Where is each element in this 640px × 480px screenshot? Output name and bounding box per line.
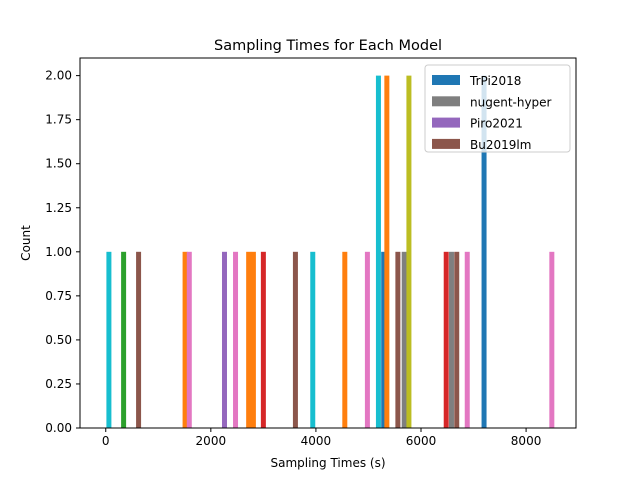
histogram-bar [221, 251, 227, 428]
histogram-bar [375, 75, 381, 429]
legend-box [424, 64, 571, 153]
histogram-bar [121, 251, 127, 428]
histogram-bar [246, 251, 252, 428]
y-tick-label: 0.00 [45, 421, 72, 435]
y-tick-label: 0.50 [45, 333, 72, 347]
histogram-bar [395, 251, 401, 428]
x-tick-label: 2000 [196, 434, 227, 448]
histogram-bar [443, 251, 449, 428]
legend-swatch [432, 96, 460, 107]
y-axis-label: Count [19, 225, 33, 261]
legend-label: Bu2019lm [470, 138, 531, 152]
legend-label: TrPi2018 [469, 74, 521, 88]
legend-swatch [432, 75, 460, 85]
histogram-bar [106, 251, 112, 428]
y-tick-label: 2.00 [45, 69, 72, 83]
bars-group [106, 75, 555, 429]
x-tick-label: 0 [102, 434, 110, 448]
y-tick-label: 1.00 [45, 245, 72, 259]
chart-title: Sampling Times for Each Model [214, 38, 442, 54]
x-axis-label: Sampling Times (s) [270, 456, 385, 470]
histogram-bar [186, 251, 192, 428]
histogram-bar [233, 251, 239, 428]
legend-label: Piro2021 [470, 117, 523, 131]
histogram-bar [310, 251, 316, 428]
histogram-bar [250, 251, 256, 428]
x-tick-label: 6000 [406, 434, 437, 448]
histogram-bar [364, 251, 370, 428]
x-tick-label: 8000 [511, 434, 542, 448]
histogram-bar [448, 251, 454, 428]
histogram-bar [384, 75, 390, 429]
histogram-bar [260, 251, 266, 428]
legend-label: nugent-hyper [470, 95, 552, 109]
histogram-bar [182, 251, 188, 428]
histogram-bar [136, 251, 142, 428]
histogram-bar [454, 251, 460, 428]
histogram-bar [464, 251, 470, 428]
histogram-bar [401, 251, 407, 428]
legend-swatch [432, 117, 460, 128]
x-tick-label: 4000 [301, 434, 332, 448]
y-tick-label: 0.25 [45, 377, 72, 391]
y-tick-label: 1.25 [45, 201, 72, 215]
y-tick-label: 0.75 [45, 289, 72, 303]
histogram-bar [292, 251, 298, 428]
histogram-bar [342, 251, 348, 428]
plot-frame [79, 57, 577, 429]
histogram-bar [481, 75, 487, 429]
y-axis-ticks: 0.00 0.25 0.50 0.75 1.00 1.25 1.50 1.75 2.00 [45, 69, 80, 435]
histogram-bar [381, 251, 387, 428]
x-axis-ticks: 0 2000 4000 6000 8000 [102, 428, 541, 448]
y-tick-label: 1.75 [45, 113, 72, 127]
histogram-bar [549, 251, 555, 428]
legend-swatch [432, 138, 460, 149]
histogram-bar [406, 75, 412, 429]
y-tick-label: 1.50 [45, 157, 72, 171]
legend: TrPi2018 nugent-hyper Piro2021 Bu2019lm [424, 64, 571, 153]
